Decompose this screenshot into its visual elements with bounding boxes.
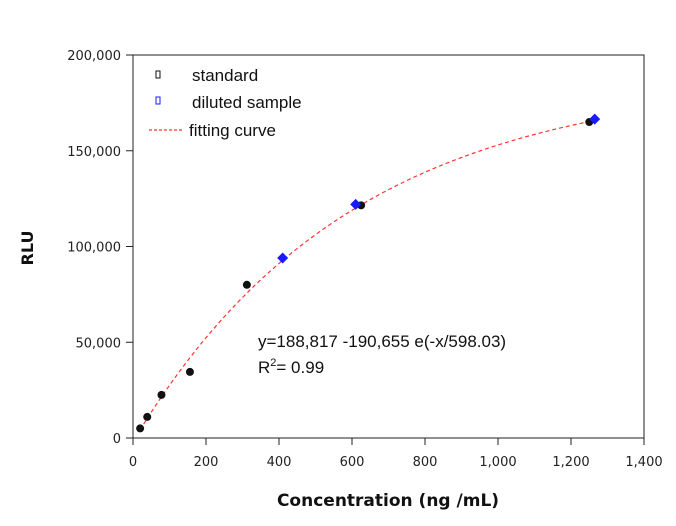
diluted-sample-point [589, 113, 601, 125]
x-tick-label: 800 [413, 455, 438, 470]
diluted-sample-point [277, 252, 289, 264]
x-tick-label: 0 [129, 455, 137, 470]
fit-curve-line [139, 120, 594, 431]
y-tick-label: 50,000 [76, 336, 122, 351]
legend-standard-marker [155, 70, 161, 79]
x-tick-label: 1,200 [552, 455, 589, 470]
x-tick-label: 400 [267, 455, 292, 470]
plot-area [132, 54, 645, 439]
y-tick-label: 200,000 [67, 49, 121, 64]
y-axis: 0 50,000 100,000 150,000 200,000 [67, 49, 133, 447]
fit-curve-layer [139, 120, 594, 431]
y-tick-label: 0 [113, 432, 121, 447]
standard-point [185, 367, 194, 376]
legend-standard-label: standard [192, 66, 258, 85]
x-axis: 0 200 400 600 800 1,000 1,200 1,400 [129, 438, 663, 470]
x-tick-label: 1,400 [625, 455, 662, 470]
standard-point [242, 280, 251, 289]
y-tick-label: 100,000 [67, 241, 121, 256]
legend-diluted-label: diluted sample [192, 93, 302, 112]
diluted-sample-point [350, 198, 362, 210]
x-axis-title: Concentration (ng /mL) [277, 491, 499, 511]
x-tick-label: 600 [340, 455, 365, 470]
legend: standard diluted sample fitting curve [149, 66, 302, 140]
fit-equation: y=188,817 -190,655 e(-x/598.03) [258, 332, 506, 351]
standard-point [143, 412, 152, 421]
legend-diluted-marker [155, 96, 161, 105]
r-squared: R2= 0.99 [258, 357, 324, 377]
standard-point [136, 424, 145, 433]
standard-point [157, 390, 166, 399]
x-tick-label: 200 [194, 455, 219, 470]
x-tick-label: 1,000 [479, 455, 516, 470]
data-points-layer [136, 113, 601, 433]
y-axis-title: RLU [18, 231, 37, 266]
y-tick-label: 150,000 [67, 145, 121, 160]
legend-fit-label: fitting curve [189, 121, 276, 140]
